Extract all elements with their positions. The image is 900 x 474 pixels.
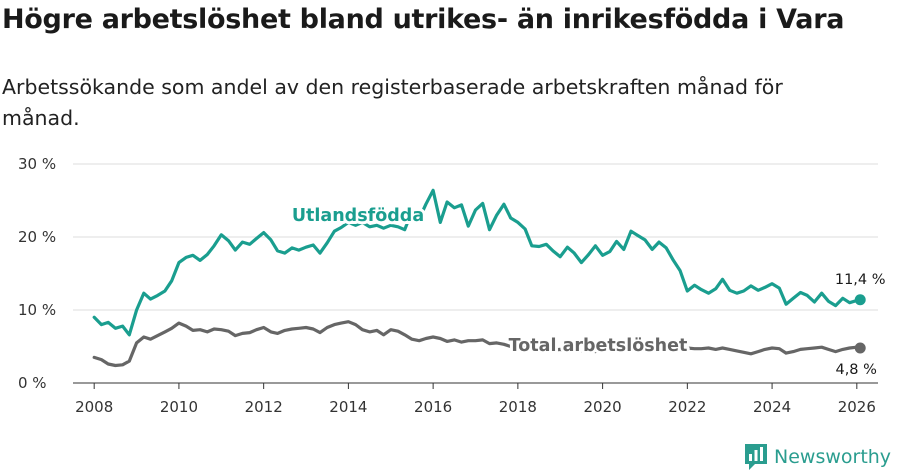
newsworthy-logo-icon <box>745 444 767 470</box>
y-tick-label: 0 % <box>18 374 47 392</box>
y-tick-label: 10 % <box>18 301 56 319</box>
x-tick-label: 2026 <box>838 398 876 416</box>
gridlines <box>73 163 878 384</box>
x-tick-label: 2014 <box>329 398 367 416</box>
x-tick-label: 2024 <box>753 398 791 416</box>
brand-name: Newsworthy <box>774 446 892 468</box>
y-axis: 0 % 10 % 20 % 30 % <box>18 155 56 392</box>
x-axis: 2008 2010 2012 2014 2016 2018 2020 2022 2024 2026 <box>73 382 878 416</box>
x-tick-label: 2020 <box>584 398 622 416</box>
y-tick-label: 20 % <box>18 228 56 246</box>
series-lines <box>92 188 866 368</box>
series-line-total <box>92 320 862 368</box>
series-labels: Utlandsfödda Total arbetslöshet 11,4 % 4,8 … <box>289 203 886 378</box>
series-label-utlandsfodda: Utlandsfödda <box>292 206 424 226</box>
newsworthy-logo: Newsworthy <box>744 443 891 471</box>
x-tick-label: 2008 <box>75 398 113 416</box>
x-tick-label: 2022 <box>668 398 706 416</box>
x-tick-label: 2010 <box>160 398 198 416</box>
end-marker <box>854 294 866 306</box>
x-tick-label: 2018 <box>499 398 537 416</box>
end-value-label-total: 4,8 % <box>835 362 876 378</box>
chart-subtitle: Arbetssökande som andel av den registerb… <box>2 75 783 130</box>
end-marker <box>854 342 866 354</box>
x-tick-label: 2012 <box>245 398 283 416</box>
series-line-utlandsfodda <box>92 188 862 337</box>
series-label-total: Total arbetslöshet <box>509 336 688 356</box>
end-value-label-utlandsfodda: 11,4 % <box>835 272 886 288</box>
chart-title: Högre arbetslöshet bland utrikes- än inr… <box>2 4 845 35</box>
x-tick-label: 2016 <box>414 398 452 416</box>
y-tick-label: 30 % <box>18 155 56 173</box>
